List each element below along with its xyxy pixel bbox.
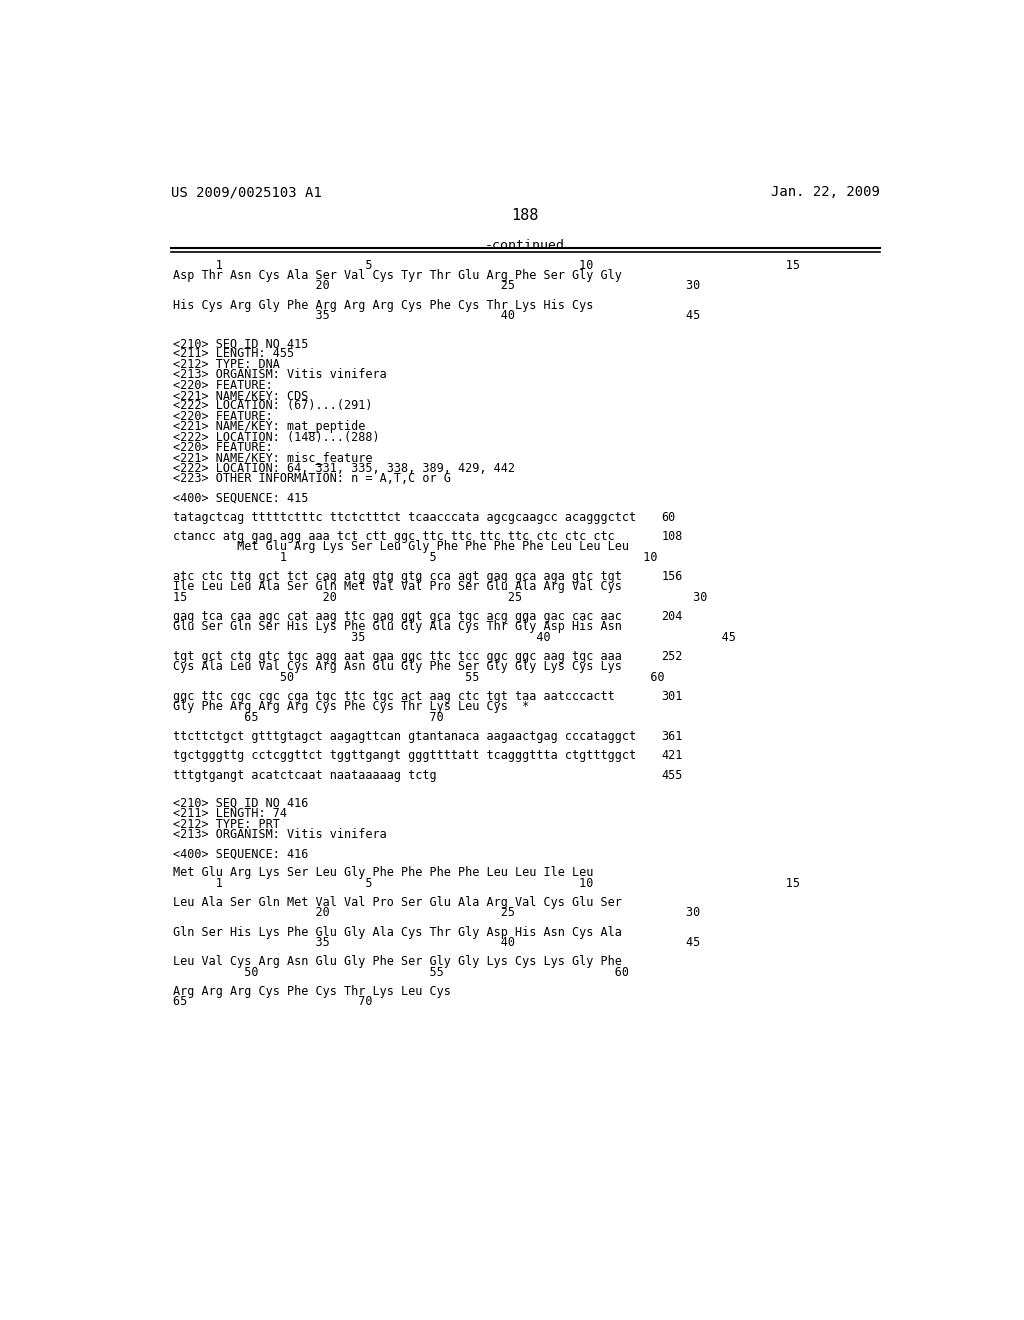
Text: <400> SEQUENCE: 416: <400> SEQUENCE: 416 <box>173 847 308 861</box>
Text: 65                        70: 65 70 <box>173 995 373 1008</box>
Text: ctancc atg gag agg aaa tct ctt ggc ttc ttc ttc ttc ctc ctc ctc: ctancc atg gag agg aaa tct ctt ggc ttc t… <box>173 529 614 543</box>
Text: Jan. 22, 2009: Jan. 22, 2009 <box>771 185 880 199</box>
Text: 301: 301 <box>662 690 683 704</box>
Text: tgt gct ctg gtc tgc agg aat gaa ggc ttc tcc ggc ggc aag tgc aaa: tgt gct ctg gtc tgc agg aat gaa ggc ttc … <box>173 649 622 663</box>
Text: <212> TYPE: PRT: <212> TYPE: PRT <box>173 817 280 830</box>
Text: <213> ORGANISM: Vitis vinifera: <213> ORGANISM: Vitis vinifera <box>173 828 387 841</box>
Text: Glu Ser Gln Ser His Lys Phe Glu Gly Ala Cys Thr Gly Asp His Asn: Glu Ser Gln Ser His Lys Phe Glu Gly Ala … <box>173 620 622 634</box>
Text: Met Glu Arg Lys Ser Leu Gly Phe Phe Phe Phe Leu Leu Leu: Met Glu Arg Lys Ser Leu Gly Phe Phe Phe … <box>173 540 629 553</box>
Text: <222> LOCATION: 64, 331, 335, 338, 389, 429, 442: <222> LOCATION: 64, 331, 335, 338, 389, … <box>173 462 515 475</box>
Text: <400> SEQUENCE: 415: <400> SEQUENCE: 415 <box>173 491 308 504</box>
Text: <220> FEATURE:: <220> FEATURE: <box>173 441 272 454</box>
Text: Ile Leu Leu Ala Ser Gln Met Val Val Pro Ser Glu Ala Arg Val Cys: Ile Leu Leu Ala Ser Gln Met Val Val Pro … <box>173 581 622 594</box>
Text: <221> NAME/KEY: mat_peptide: <221> NAME/KEY: mat_peptide <box>173 420 366 433</box>
Text: Gln Ser His Lys Phe Glu Gly Ala Cys Thr Gly Asp His Asn Cys Ala: Gln Ser His Lys Phe Glu Gly Ala Cys Thr … <box>173 925 622 939</box>
Text: <221> NAME/KEY: misc_feature: <221> NAME/KEY: misc_feature <box>173 451 373 465</box>
Text: Leu Ala Ser Gln Met Val Val Pro Ser Glu Ala Arg Val Cys Glu Ser: Leu Ala Ser Gln Met Val Val Pro Ser Glu … <box>173 896 622 909</box>
Text: <210> SEQ ID NO 416: <210> SEQ ID NO 416 <box>173 797 308 809</box>
Text: <212> TYPE: DNA: <212> TYPE: DNA <box>173 358 280 371</box>
Text: 361: 361 <box>662 730 683 743</box>
Text: <220> FEATURE:: <220> FEATURE: <box>173 379 272 392</box>
Text: His Cys Arg Gly Phe Arg Arg Arg Cys Phe Cys Thr Lys His Cys: His Cys Arg Gly Phe Arg Arg Arg Cys Phe … <box>173 298 593 312</box>
Text: tttgtgangt acatctcaat naataaaaag tctg: tttgtgangt acatctcaat naataaaaag tctg <box>173 768 436 781</box>
Text: Asp Thr Asn Cys Ala Ser Val Cys Tyr Thr Glu Arg Phe Ser Gly Gly: Asp Thr Asn Cys Ala Ser Val Cys Tyr Thr … <box>173 269 622 282</box>
Text: <221> NAME/KEY: CDS: <221> NAME/KEY: CDS <box>173 389 308 403</box>
Text: Leu Val Cys Arg Asn Glu Gly Phe Ser Gly Gly Lys Cys Lys Gly Phe: Leu Val Cys Arg Asn Glu Gly Phe Ser Gly … <box>173 956 622 969</box>
Text: 156: 156 <box>662 570 683 583</box>
Text: 60: 60 <box>662 511 676 524</box>
Text: 204: 204 <box>662 610 683 623</box>
Text: 35                        40                        45: 35 40 45 <box>173 936 700 949</box>
Text: gag tca caa agc cat aag ttc gag ggt gca tgc acg gga gac cac aac: gag tca caa agc cat aag ttc gag ggt gca … <box>173 610 622 623</box>
Text: 20                        25                        30: 20 25 30 <box>173 280 700 292</box>
Text: <211> LENGTH: 74: <211> LENGTH: 74 <box>173 807 287 820</box>
Text: 15                   20                        25                        30: 15 20 25 30 <box>173 591 708 603</box>
Text: <223> OTHER INFORMATION: n = A,T,C or G: <223> OTHER INFORMATION: n = A,T,C or G <box>173 473 451 486</box>
Text: tatagctcag tttttctttc ttctctttct tcaacccata agcgcaagcc acagggctct: tatagctcag tttttctttc ttctctttct tcaaccc… <box>173 511 636 524</box>
Text: 108: 108 <box>662 529 683 543</box>
Text: <222> LOCATION: (67)...(291): <222> LOCATION: (67)...(291) <box>173 400 373 412</box>
Text: ggc ttc cgc cgc cga tgc ttc tgc act aag ctc tgt taa aatcccactt: ggc ttc cgc cgc cga tgc ttc tgc act aag … <box>173 690 614 704</box>
Text: US 2009/0025103 A1: US 2009/0025103 A1 <box>171 185 322 199</box>
Text: ttcttctgct gtttgtagct aagagttcan gtantanaca aagaactgag cccataggct: ttcttctgct gtttgtagct aagagttcan gtantan… <box>173 730 636 743</box>
Text: Gly Phe Arg Arg Arg Cys Phe Cys Thr Lys Leu Cys  *: Gly Phe Arg Arg Arg Cys Phe Cys Thr Lys … <box>173 701 529 714</box>
Text: Met Glu Arg Lys Ser Leu Gly Phe Phe Phe Phe Leu Leu Ile Leu: Met Glu Arg Lys Ser Leu Gly Phe Phe Phe … <box>173 866 593 879</box>
Text: Cys Ala Leu Val Cys Arg Asn Glu Gly Phe Ser Gly Gly Lys Cys Lys: Cys Ala Leu Val Cys Arg Asn Glu Gly Phe … <box>173 660 622 673</box>
Text: -continued: -continued <box>484 239 565 252</box>
Text: <222> LOCATION: (148)...(288): <222> LOCATION: (148)...(288) <box>173 430 380 444</box>
Text: tgctgggttg cctcggttct tggttgangt gggttttatt tcagggttta ctgtttggct: tgctgggttg cctcggttct tggttgangt gggtttt… <box>173 750 636 763</box>
Text: atc ctc ttg gct tct cag atg gtg gtg cca agt gag gca aga gtc tgt: atc ctc ttg gct tct cag atg gtg gtg cca … <box>173 570 622 583</box>
Text: 188: 188 <box>511 209 539 223</box>
Text: 455: 455 <box>662 768 683 781</box>
Text: 20                        25                        30: 20 25 30 <box>173 907 700 920</box>
Text: 50                        55                        60: 50 55 60 <box>173 966 629 978</box>
Text: 50                        55                        60: 50 55 60 <box>173 671 665 684</box>
Text: 252: 252 <box>662 649 683 663</box>
Text: <220> FEATURE:: <220> FEATURE: <box>173 409 272 422</box>
Text: <211> LENGTH: 455: <211> LENGTH: 455 <box>173 347 294 360</box>
Text: <210> SEQ ID NO 415: <210> SEQ ID NO 415 <box>173 337 308 350</box>
Text: 421: 421 <box>662 750 683 763</box>
Text: 65                        70: 65 70 <box>173 711 443 723</box>
Text: 1                    5                             10: 1 5 10 <box>173 550 657 564</box>
Text: 1                    5                             10                           : 1 5 10 <box>173 876 800 890</box>
Text: <213> ORGANISM: Vitis vinifera: <213> ORGANISM: Vitis vinifera <box>173 368 387 381</box>
Text: 35                        40                        45: 35 40 45 <box>173 631 736 644</box>
Text: 1                    5                             10                           : 1 5 10 <box>173 259 800 272</box>
Text: Arg Arg Arg Cys Phe Cys Thr Lys Leu Cys: Arg Arg Arg Cys Phe Cys Thr Lys Leu Cys <box>173 985 451 998</box>
Text: 35                        40                        45: 35 40 45 <box>173 309 700 322</box>
